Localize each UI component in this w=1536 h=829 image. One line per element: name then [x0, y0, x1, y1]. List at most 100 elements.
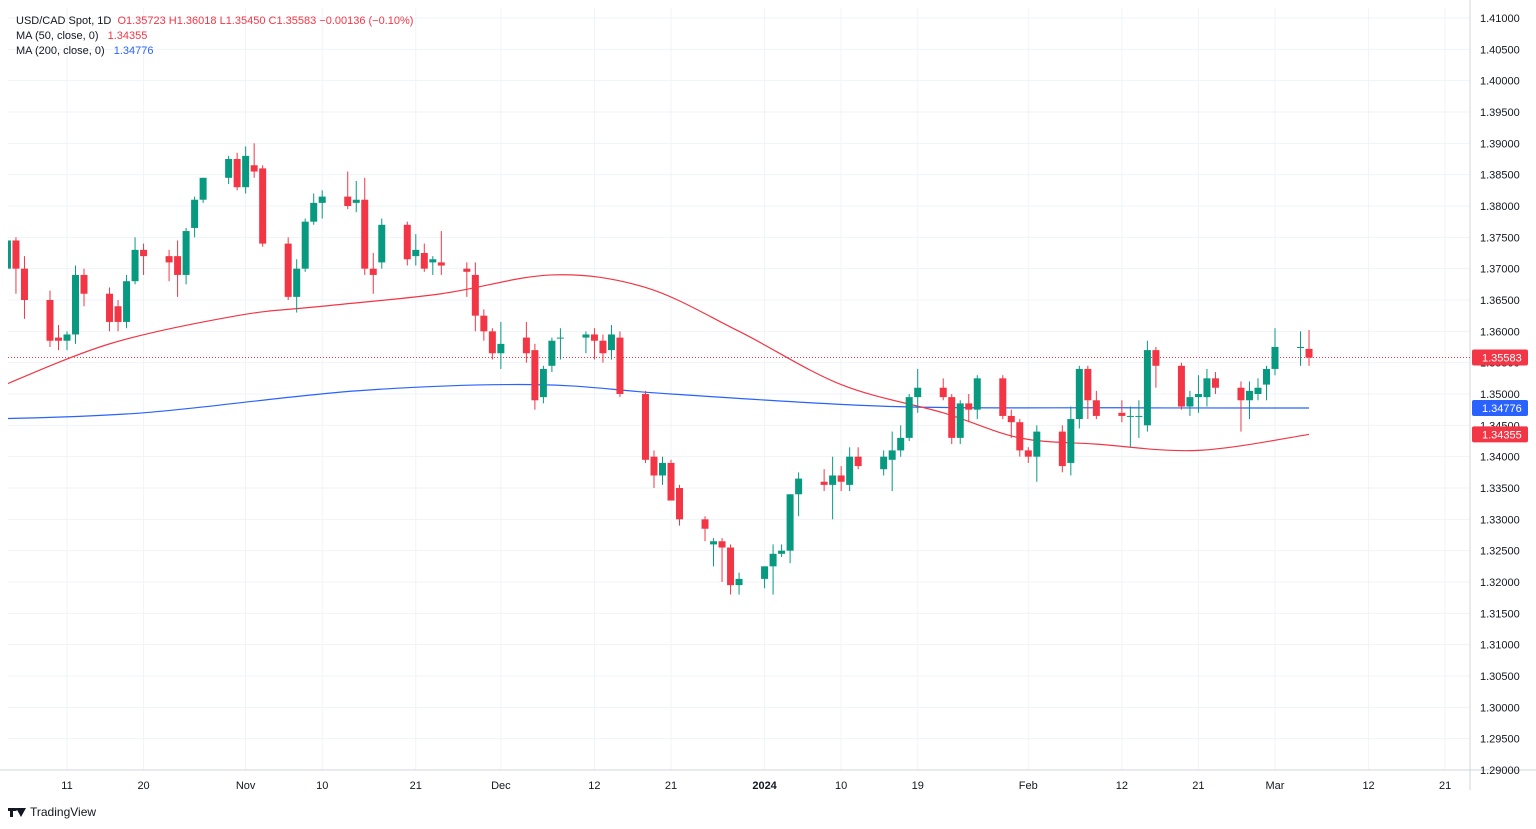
candle-body [761, 566, 769, 579]
y-tick-label: 1.38500 [1480, 170, 1520, 182]
y-tick-label: 1.40000 [1480, 76, 1520, 88]
candle [378, 218, 386, 269]
candle [80, 268, 88, 307]
candle-body [1143, 350, 1151, 426]
candle [1118, 400, 1126, 423]
ohlc-values: O1.35723 H1.36018 L1.35450 C1.35583 −0.0… [117, 15, 414, 27]
ma50-line [8, 274, 1310, 452]
y-tick-label: 1.34000 [1480, 452, 1520, 464]
legend-ma50-row[interactable]: MA (50, close, 0) 1.34355 [16, 29, 413, 44]
candle [140, 243, 148, 275]
brand-name: TradingView [30, 805, 97, 819]
ma200-label: MA (200, close, 0) [16, 45, 105, 57]
candle-body [1297, 347, 1305, 348]
candle-body [1245, 390, 1253, 401]
candle-body [12, 240, 20, 269]
candle-body [522, 337, 530, 354]
candle [590, 328, 598, 360]
candle [1075, 365, 1083, 429]
candle-body [1118, 412, 1126, 416]
candle-body [1084, 368, 1092, 401]
candle [54, 325, 62, 351]
candle-body [582, 334, 590, 338]
candle [956, 400, 964, 445]
candle [778, 544, 786, 557]
candle [471, 262, 479, 332]
y-tick-label: 1.33000 [1480, 514, 1520, 526]
candle-body [914, 387, 922, 398]
candle-body [301, 221, 309, 269]
ma50-label: MA (50, close, 0) [16, 30, 99, 42]
candle [897, 425, 905, 457]
candle-body [539, 368, 547, 398]
candle-body [471, 274, 479, 316]
candle [914, 368, 922, 413]
candle-body [80, 274, 88, 294]
x-tick-label: 12 [588, 780, 600, 792]
ma200-price-label-text: 1.34776 [1482, 403, 1522, 415]
candle [1143, 340, 1151, 432]
x-tick-label: Dec [491, 780, 511, 792]
candle-body [650, 456, 658, 476]
y-tick-label: 1.33500 [1480, 483, 1520, 495]
candle [310, 193, 318, 225]
candle [259, 165, 267, 247]
ma200-line [8, 383, 1310, 420]
y-tick-label: 1.29000 [1480, 765, 1520, 777]
candle-body [72, 274, 80, 335]
legend-ma200-row[interactable]: MA (200, close, 0) 1.34776 [16, 44, 413, 59]
candle-body [820, 481, 828, 485]
symbol-title[interactable]: USD/CAD Spot, 1D [16, 15, 112, 27]
candle [1126, 406, 1134, 448]
candle [829, 456, 837, 520]
y-tick-label: 1.30500 [1480, 671, 1520, 683]
candle [1152, 347, 1160, 388]
y-tick-label: 1.32500 [1480, 546, 1520, 558]
candle-body [1024, 450, 1032, 457]
candle [369, 253, 377, 294]
candle [250, 143, 258, 178]
candle-body [735, 578, 743, 586]
candle [225, 155, 233, 185]
candle-body [250, 165, 258, 172]
candle [556, 328, 564, 360]
last-price-label-text: 1.35583 [1482, 352, 1522, 364]
candle-body [778, 550, 786, 554]
candle [761, 566, 769, 589]
candle [480, 309, 488, 341]
tradingview-branding[interactable]: TradingView [8, 805, 96, 819]
candle-body [616, 337, 624, 394]
candle-body [488, 331, 496, 354]
candle-body [20, 268, 28, 300]
x-tick-label: 21 [1439, 780, 1451, 792]
candle-body [1262, 368, 1270, 385]
x-tick-label: 2024 [752, 780, 777, 792]
candle [522, 321, 530, 363]
candle [939, 378, 947, 401]
candle [676, 484, 684, 526]
candle [114, 300, 122, 332]
candle [1067, 406, 1075, 476]
chart-legend: USD/CAD Spot, 1D O1.35723 H1.36018 L1.35… [16, 14, 413, 59]
candle-body [607, 334, 615, 351]
candle-body [293, 268, 301, 297]
candle-body [1007, 415, 1015, 423]
candle-body [54, 337, 62, 341]
candle-body [284, 243, 292, 297]
candle [8, 240, 11, 269]
candle-body [1152, 350, 1160, 366]
candle [174, 240, 182, 297]
x-tick-label: 21 [1192, 780, 1204, 792]
candle-body [437, 262, 445, 266]
candle [182, 227, 190, 285]
candle [735, 572, 743, 595]
candle [1305, 330, 1313, 366]
ma200-value: 1.34776 [113, 45, 154, 57]
y-tick-label: 1.41000 [1480, 13, 1520, 25]
candle [199, 177, 207, 203]
x-tick-label: 12 [1116, 780, 1128, 792]
candle [846, 447, 854, 492]
x-tick-label: 10 [316, 780, 328, 792]
candle-body [1177, 365, 1185, 407]
